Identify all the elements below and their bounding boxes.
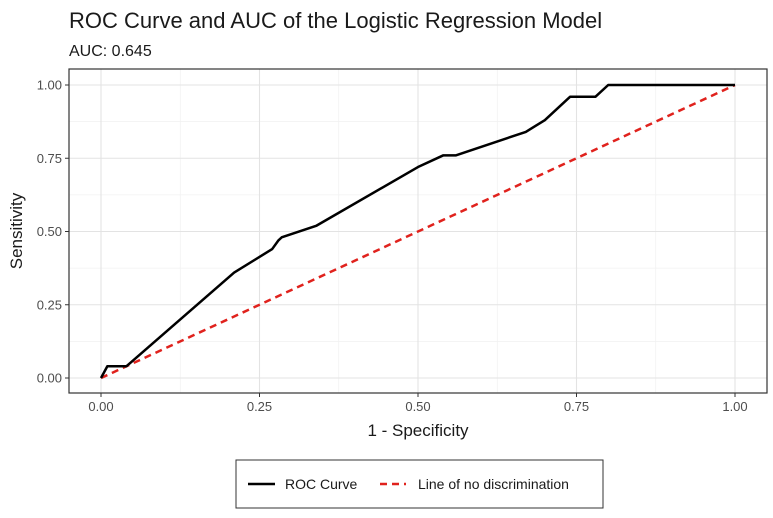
series-line-line-of-no-discrimination	[100, 83, 736, 380]
x-tick-label: 0.75	[564, 399, 589, 414]
legend-label-no-discrimination: Line of no discrimination	[418, 476, 569, 492]
x-tick-label: 0.25	[247, 399, 272, 414]
x-tick-label: 1.00	[722, 399, 747, 414]
chart-title: ROC Curve and AUC of the Logistic Regres…	[69, 8, 602, 33]
x-tick-label: 0.50	[405, 399, 430, 414]
legend-box	[235, 459, 604, 509]
y-tick-label: 0.50	[37, 224, 62, 239]
series-line-roc-curve	[99, 83, 735, 379]
chart-subtitle: AUC: 0.645	[69, 43, 152, 60]
x-axis-title: 1 - Specificity	[367, 421, 469, 440]
y-tick-label: 0.75	[37, 151, 62, 166]
x-tick-label: 0.00	[88, 399, 113, 414]
y-axis-title: Sensitivity	[7, 192, 26, 269]
axis-ticks: 0.00 0.25 0.50 0.75 1.00 0.00 0.25 0.50 0.75 1.00	[37, 78, 748, 415]
y-tick-label: 1.00	[37, 78, 62, 93]
legend: ROC Curve Line of no discrimination	[235, 459, 604, 509]
y-tick-label: 0.00	[37, 371, 62, 386]
series-group	[99, 83, 736, 380]
y-tick-label: 0.25	[37, 297, 62, 312]
legend-label-roc-curve: ROC Curve	[285, 476, 358, 492]
